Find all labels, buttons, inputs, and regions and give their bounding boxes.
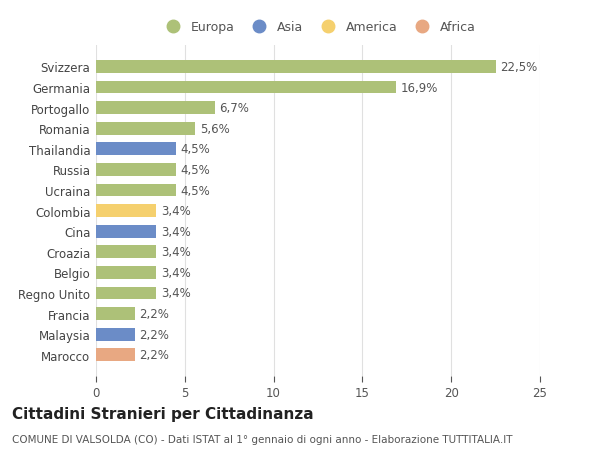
Text: 2,2%: 2,2%	[140, 328, 169, 341]
Text: 5,6%: 5,6%	[200, 123, 230, 135]
Text: Cittadini Stranieri per Cittadinanza: Cittadini Stranieri per Cittadinanza	[12, 406, 314, 421]
Bar	[96, 349, 135, 361]
Bar	[96, 287, 157, 300]
Bar	[96, 81, 396, 94]
Bar	[96, 102, 215, 115]
Bar	[96, 328, 135, 341]
Bar	[96, 246, 157, 258]
Bar	[96, 164, 176, 176]
Bar	[96, 308, 135, 320]
Bar	[96, 61, 496, 73]
Text: 3,4%: 3,4%	[161, 266, 191, 279]
Text: 2,2%: 2,2%	[140, 348, 169, 362]
Bar	[96, 225, 157, 238]
Legend: Europa, Asia, America, Africa: Europa, Asia, America, Africa	[158, 18, 478, 36]
Text: 6,7%: 6,7%	[220, 102, 250, 115]
Text: 4,5%: 4,5%	[181, 143, 210, 156]
Text: 2,2%: 2,2%	[140, 308, 169, 320]
Text: 3,4%: 3,4%	[161, 205, 191, 218]
Text: 3,4%: 3,4%	[161, 225, 191, 238]
Bar	[96, 123, 196, 135]
Bar	[96, 205, 157, 218]
Text: 3,4%: 3,4%	[161, 287, 191, 300]
Text: 3,4%: 3,4%	[161, 246, 191, 259]
Text: 16,9%: 16,9%	[401, 81, 438, 95]
Text: 22,5%: 22,5%	[500, 61, 537, 74]
Bar	[96, 143, 176, 156]
Text: 4,5%: 4,5%	[181, 163, 210, 177]
Text: 4,5%: 4,5%	[181, 184, 210, 197]
Bar	[96, 184, 176, 197]
Text: COMUNE DI VALSOLDA (CO) - Dati ISTAT al 1° gennaio di ogni anno - Elaborazione T: COMUNE DI VALSOLDA (CO) - Dati ISTAT al …	[12, 434, 512, 444]
Bar	[96, 266, 157, 279]
